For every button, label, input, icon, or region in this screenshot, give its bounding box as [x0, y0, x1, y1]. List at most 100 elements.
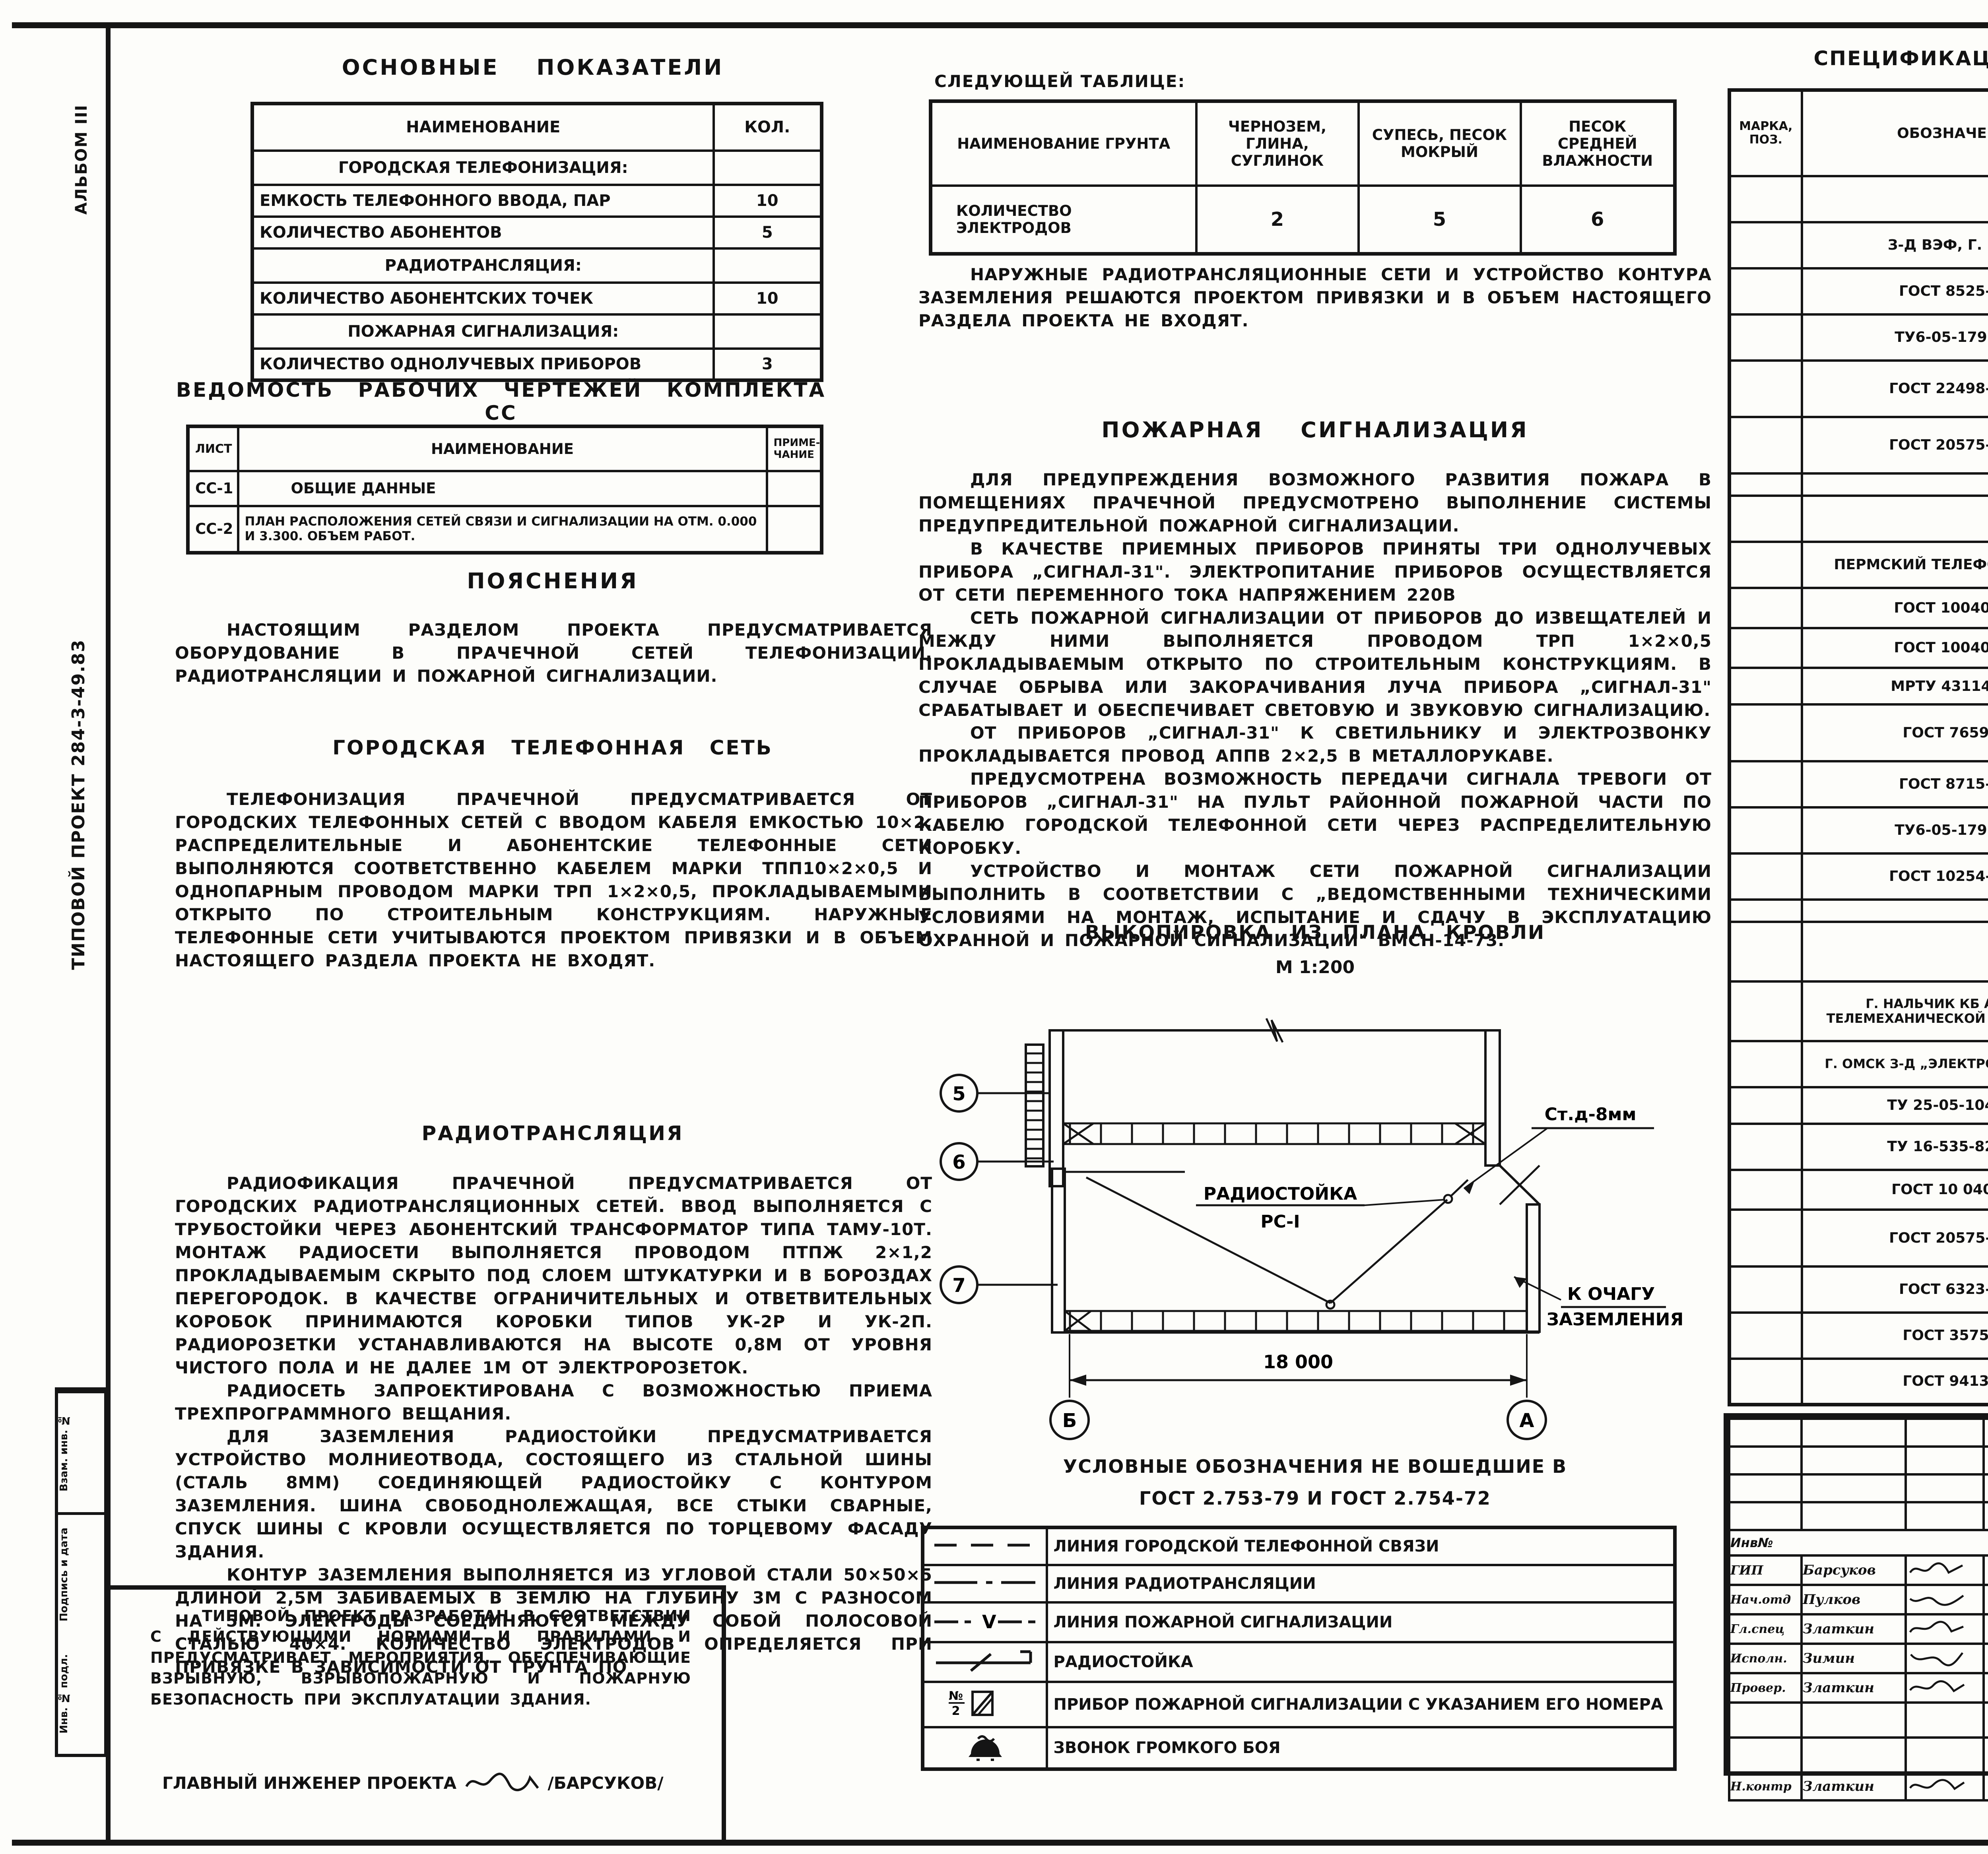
- legend-label: Линия пожарной сигнализации: [1045, 1601, 1676, 1643]
- signature-icon: [1909, 1594, 1964, 1606]
- axis-label-5: 5: [952, 1083, 965, 1105]
- legend-label: Прибор пожарной сигнализации с указанием…: [1045, 1680, 1676, 1728]
- indicator-section: Городская телефонизация:: [251, 149, 715, 186]
- stamp-cell-inv: Инв. № подл.: [58, 1654, 70, 1734]
- register-col-name: Наименование: [237, 425, 768, 472]
- fire-p4: От приборов „Сигнал-31" к светильнику и …: [918, 723, 1712, 766]
- spec-code: ГОСТ 10 040-75*: [1800, 1168, 1988, 1211]
- axis-label-7: 7: [952, 1274, 965, 1297]
- spec-code: г. Нальчик КБ АССР з-д Телемеханической …: [1800, 980, 1988, 1042]
- indicator-qty: [712, 313, 823, 350]
- fire-line-symbol-icon: V: [921, 1601, 1048, 1643]
- spec-code: ТУ6-05-1796-76: [1800, 313, 1988, 362]
- telephone-line-symbol-icon: [921, 1526, 1048, 1566]
- indicator-name: Количество абонентов: [251, 215, 715, 250]
- stamp-cell-podpis: Подпись и дата: [58, 1512, 104, 1634]
- axis-label-b: Б: [1062, 1410, 1077, 1432]
- spec-code: г. Омск з-д „Электроточприбор": [1800, 1039, 1988, 1088]
- roof-title: Выкопировка из плана кровли: [1085, 921, 1545, 944]
- fire-p3: Сеть пожарной сигнализации от приборов д…: [918, 608, 1712, 720]
- chief-engineer-row: Главный инженер проекта /Барсуков/: [162, 1771, 711, 1794]
- spec-code: ГОСТ 20575-75*Е: [1800, 415, 1988, 475]
- fire-text: Для предупреждения возможного развития п…: [918, 468, 1712, 952]
- indicator-name: Количество однолучевых приборов: [251, 347, 715, 382]
- signature-icon: [1909, 1779, 1965, 1790]
- axis-bubble-b: [1049, 1400, 1090, 1440]
- spec-col-code: Обозначение: [1800, 89, 1988, 177]
- signer-signature: [1905, 1584, 1985, 1615]
- radio-line-symbol-icon: [921, 1563, 1048, 1604]
- indicator-qty: 10: [712, 183, 823, 218]
- gts-title: Городская телефонная сеть: [332, 736, 773, 759]
- stamp-cell-vzam: Взам. инв. №: [58, 1390, 104, 1512]
- signer-signature: [1905, 1643, 1985, 1674]
- spec-title: Спецификация оборудования и материалов: [1813, 47, 1988, 70]
- bell-symbol-icon: [921, 1726, 1048, 1770]
- typical-note-box: Типовой проект разработан в соответствии…: [111, 1585, 726, 1846]
- radio-p3: Для заземления радиостойки предусматрива…: [175, 1427, 932, 1562]
- signer-name: Златкин: [1800, 1613, 1907, 1645]
- typical-note-paragraph: Типовой проект разработан в соответствии…: [150, 1607, 691, 1708]
- dimension-label: 18 000: [1263, 1351, 1333, 1373]
- spec-code: З-д ВЭФ, г. Рига: [1800, 221, 1988, 270]
- legend-label: Линия городской телефонной связи: [1045, 1526, 1676, 1566]
- lower-band: [1064, 1310, 1528, 1332]
- signature-icon: [1910, 1652, 1963, 1666]
- spec-code: ТУ 16-535-825-74: [1800, 1122, 1988, 1171]
- electrodes-col-ground: Наименование грунта: [929, 100, 1198, 187]
- radio-title: Радиотрансляция: [421, 1122, 684, 1145]
- roof-plan-drawing: 5 6 7 Рад: [940, 1018, 1683, 1440]
- indicators-col-name: Наименование: [251, 102, 715, 152]
- indicator-qty: [712, 247, 823, 284]
- spec-code: МРТУ 431147-67: [1800, 667, 1988, 706]
- signer-role: Гл.спец: [1728, 1613, 1803, 1645]
- indicator-qty: 10: [712, 281, 823, 316]
- notes-intro-text: Настоящим разделом проекта предусматрива…: [175, 620, 932, 686]
- title-block: Инв№ ГИП Барсуков Нач.отд Пулков Гл.спец…: [1724, 1413, 1988, 1802]
- break-mark: [1265, 1018, 1284, 1043]
- register-sheet: СС-2: [186, 504, 239, 554]
- signer-role: Нач.отд: [1728, 1584, 1803, 1615]
- frame-top: [12, 22, 1988, 28]
- electrodes-intro: следующей таблице:: [934, 72, 1186, 91]
- title-block-signers: Инв№ ГИП Барсуков Нач.отд Пулков Гл.спец…: [1728, 1418, 1988, 1802]
- legend-title-1: Условные обозначения не вошедшие в: [1063, 1456, 1567, 1477]
- indicator-section: Радиотрансляция:: [251, 247, 715, 284]
- signer-name: Златкин: [1800, 1672, 1907, 1704]
- electrodes-col2: Супесь, песок мокрый: [1357, 100, 1522, 187]
- signer-signature: [1905, 1771, 1985, 1802]
- fire-title: Пожарная сигнализация: [1101, 417, 1529, 442]
- indicator-name: Количество абонентских точек: [251, 281, 715, 316]
- electrodes-v1: 2: [1195, 184, 1360, 255]
- signer-signature: [1905, 1554, 1985, 1586]
- indicator-name: Емкость телефонного ввода, пар: [251, 183, 715, 218]
- signature-icon: [1909, 1562, 1963, 1574]
- signature-icon: [1909, 1680, 1965, 1693]
- spec-code: ГОСТ 20575-75*Е: [1800, 1208, 1988, 1268]
- spec-code: ТУ6-05-1796-76: [1800, 806, 1988, 855]
- axis-bubble-a: [1507, 1400, 1547, 1440]
- axis-label-a: А: [1519, 1410, 1534, 1432]
- gts-text: Телефонизация прачечной предусматриваетс…: [175, 788, 932, 972]
- signer-name: Пулков: [1800, 1584, 1907, 1615]
- signer-name: Златкин: [1800, 1771, 1907, 1802]
- indicators-col-qty: Кол.: [712, 102, 823, 152]
- mast-label-2: РС-I: [1260, 1212, 1300, 1232]
- radio-p1: Радиофикация прачечной предусматривается…: [175, 1173, 932, 1377]
- signature-icon: [1909, 1621, 1964, 1633]
- register-col-note: Приме-чание: [765, 425, 823, 472]
- spec-table: Марка, поз. Обозначение Наименование Кол…: [1728, 88, 1988, 1407]
- legend-label: Радиостойка: [1045, 1641, 1676, 1683]
- radio-p4: Контур заземления выполняется из угловой…: [175, 1565, 932, 1677]
- frame-bottom: [12, 1840, 1988, 1846]
- spec-code: ГОСТ 8715-78*: [1800, 760, 1988, 809]
- chief-engineer-label: Главный инженер проекта: [162, 1773, 457, 1793]
- spec-code: ГОСТ 3575-75: [1800, 1311, 1988, 1360]
- strip-album-label: Альбом III: [72, 104, 91, 215]
- device-no-label: №: [949, 1689, 963, 1703]
- electrodes-col1: Чернозем, глина, суглинок: [1195, 100, 1360, 187]
- signer-name: Зимин: [1800, 1643, 1907, 1674]
- radio-mast-point: [1443, 1194, 1453, 1204]
- signer-name: Барсуков: [1800, 1554, 1907, 1586]
- register-note: [765, 504, 823, 554]
